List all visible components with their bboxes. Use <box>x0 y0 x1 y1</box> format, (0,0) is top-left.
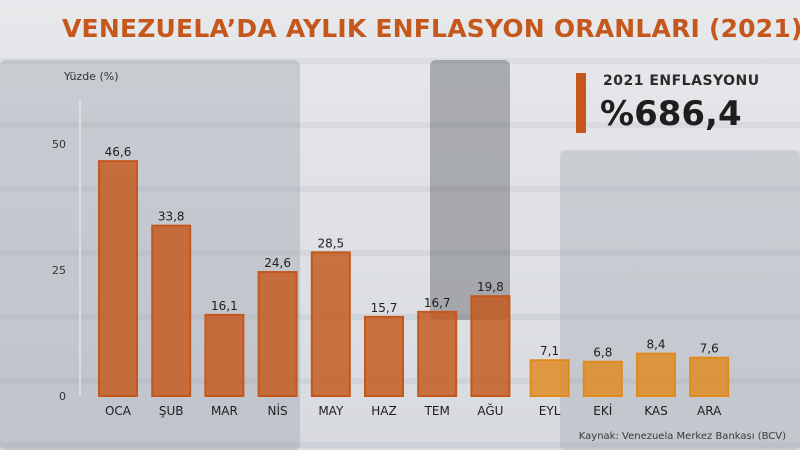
x-tick-label: OCA <box>105 404 132 418</box>
data-label: 15,7 <box>371 301 398 315</box>
x-tick-label: MAR <box>211 404 238 418</box>
data-label: 46,6 <box>105 145 132 159</box>
kpi-label: 2021 ENFLASYONU <box>603 73 760 89</box>
data-label: 8,4 <box>646 338 665 352</box>
data-label: 24,6 <box>264 256 291 270</box>
bar <box>582 360 623 397</box>
data-label: 28,5 <box>317 236 344 250</box>
data-label: 16,1 <box>211 299 238 313</box>
bar <box>364 315 404 398</box>
x-tick-label: KAS <box>644 404 667 418</box>
background-shelf-left <box>0 60 300 450</box>
chart-axes: Yüzde (%) 0 25 50 <box>52 70 118 403</box>
data-label: 19,8 <box>477 280 504 294</box>
bar <box>636 352 676 397</box>
bar <box>310 251 351 397</box>
y-tick-label: 0 <box>59 390 66 403</box>
source-note: Kaynak: Venezuela Merkez Bankası (BCV) <box>578 431 786 442</box>
bar <box>470 295 511 398</box>
chart-labels: 46,6 OCA 33,8 ŞUB 16,1 MAR 24,6 NİS 28,5 MAY 15,7 H… <box>105 145 722 418</box>
bar <box>98 160 138 397</box>
data-label: 7,6 <box>700 342 719 356</box>
x-tick-label: HAZ <box>371 404 396 418</box>
kpi-value: %686,4 <box>600 94 742 134</box>
x-tick-label: NİS <box>268 403 288 418</box>
x-tick-label: ŞUB <box>159 404 184 418</box>
chart-bars <box>98 160 730 398</box>
background-shopper <box>430 60 510 320</box>
bar <box>689 356 730 398</box>
data-label: 16,7 <box>424 296 451 310</box>
x-tick-label: MAY <box>318 404 344 418</box>
y-tick-label: 50 <box>52 138 66 151</box>
x-tick-label: ARA <box>697 404 722 418</box>
x-tick-label: EYL <box>539 404 561 418</box>
data-label: 7,1 <box>540 344 559 358</box>
x-tick-label: EKİ <box>593 403 612 418</box>
y-axis-label: Yüzde (%) <box>63 70 118 83</box>
data-label: 6,8 <box>593 346 612 360</box>
bar <box>257 271 298 397</box>
x-tick-label: AĞU <box>477 403 503 418</box>
bar <box>204 313 245 397</box>
bar <box>529 359 570 398</box>
x-tick-label: TEM <box>424 404 450 418</box>
kpi-accent-bar <box>576 73 586 133</box>
y-tick-label: 25 <box>52 264 66 277</box>
bar <box>417 310 458 397</box>
page-title: VENEZUELA’DA AYLIK ENFLASYON ORANLARI (2… <box>62 14 800 43</box>
background-shelf-right <box>560 150 800 450</box>
bar <box>151 224 192 397</box>
data-label: 33,8 <box>158 210 185 224</box>
